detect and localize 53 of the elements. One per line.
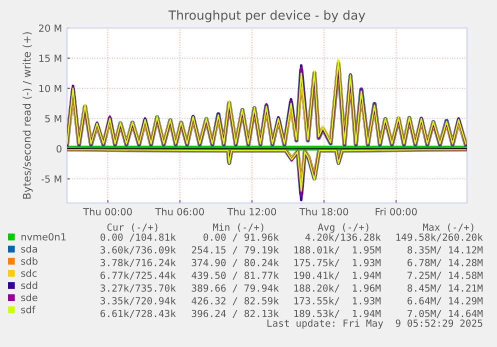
x-tick-label: Fri 00:00 [376,208,417,216]
text: 0.00 / 91.96k [204,233,279,242]
legend-label: sdd [21,282,38,290]
chart-title: Throughput per device - by day [168,10,366,22]
text: 6.78M/ 14.28M [408,258,483,268]
legend-label: nvme0n1 [22,233,66,241]
y-tick-label: 15 M [39,54,62,62]
text: 8.45M/ 14.21M [408,284,483,292]
y-tick-label: 20 M [39,24,62,32]
text: 389.66 / 79.94k [192,284,279,292]
text: 3.27k/735.70k [100,284,176,292]
text: Avg (-/+) [318,223,368,233]
text: 7.25M/ 14.58M [408,272,483,280]
text: 188.20k/ 1.96M [294,284,381,292]
text: 254.15 / 79.19k [192,246,279,254]
y-tick-label: -5 M [41,175,62,183]
text: Min (-/+) [213,223,264,232]
legend-label: sdf [21,306,36,314]
text: 3.78k/716.24k [100,258,176,268]
y-tick-label: 0 [56,145,62,153]
text: 4.20k/136.28k [305,233,381,242]
legend-label: sde [21,294,38,302]
text: 149.58k/260.20k [396,233,483,242]
text: Cur (-/+) [107,223,158,232]
text: 175.75k/ 1.93M [294,258,381,268]
text: 189.53k/ 1.94M [294,310,381,318]
text: 173.55k/ 1.93M [294,296,381,306]
text: 439.50 / 81.77k [192,271,279,280]
text: 3.35k/720.94k [100,296,176,306]
text: 6.64M/ 14.29M [408,297,483,306]
x-tick-label: Thu 06:00 [155,208,204,216]
text: 426.32 / 82.59k [192,296,279,306]
x-tick-label: Thu 00:00 [83,208,132,216]
text: 0.00 /104.81k [100,233,176,242]
y-tick-label: 5 M [45,115,62,122]
text: 374.90 / 80.24k [192,258,279,268]
y-axis-title: Bytes/second read (-) / write (+) [22,32,33,199]
legend-label: sdc [21,269,37,277]
text: 6.61k/728.43k [100,310,176,318]
text: 6.77k/725.44k [100,271,176,280]
legend-label: sda [21,245,37,253]
x-tick-label: Thu 12:00 [227,208,276,216]
legend-label: sdb [21,257,38,265]
text: Last update: Fri May 9 05:52:29 2025 [267,319,482,329]
text: Max (-/+) [423,223,474,232]
text: 396.24 / 82.13k [192,310,279,318]
text: 188.01k/ 1.95M [294,246,381,254]
text: 8.35M/ 14.12M [408,246,483,254]
y-tick-label: 10 M [39,84,62,92]
text: 7.05M/ 14.64M [408,310,483,318]
x-tick-label: Thu 18:00 [299,208,348,216]
text: 3.60k/736.09k [100,246,176,254]
text: 190.41k/ 1.94M [294,271,381,280]
